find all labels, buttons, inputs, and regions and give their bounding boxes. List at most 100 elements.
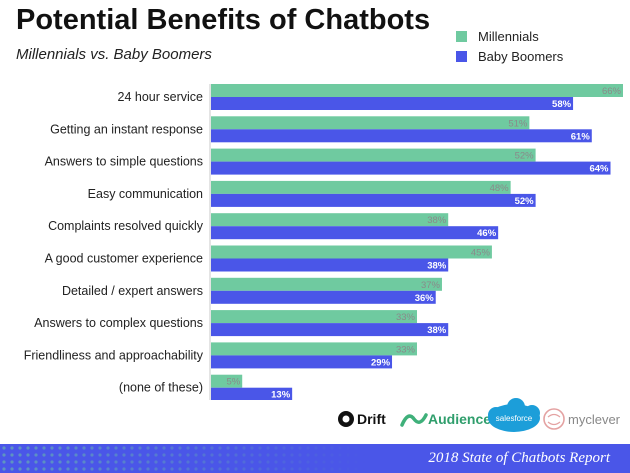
value-label-millennials: 48%: [490, 183, 510, 194]
footer-dot: [330, 467, 334, 471]
footer-dot: [154, 453, 158, 457]
footer-dot: [250, 453, 254, 457]
footer-dot: [162, 453, 166, 457]
footer-dot: [26, 446, 30, 450]
value-label-baby-boomers: 46%: [477, 228, 497, 239]
footer-dot: [114, 446, 118, 450]
footer-dot: [218, 467, 222, 471]
footer-dot: [258, 446, 262, 450]
footer-dot: [50, 453, 54, 457]
bar-millennials: [211, 213, 449, 227]
footer-dot: [274, 453, 278, 457]
footer-dot: [178, 467, 182, 471]
footer-dot: [154, 467, 158, 471]
footer-dot: [122, 460, 126, 464]
value-label-millennials: 38%: [427, 215, 447, 226]
footer-dot: [90, 460, 94, 464]
footer-dot: [50, 467, 54, 471]
footer-dot: [34, 460, 38, 464]
footer-dot: [130, 460, 134, 464]
footer-dot: [82, 453, 86, 457]
footer-dot: [66, 446, 70, 450]
footer-dot: [58, 453, 62, 457]
value-label-millennials: 66%: [602, 86, 622, 97]
bar-baby-boomers: [211, 226, 499, 240]
footer-dot: [74, 460, 78, 464]
footer-dot: [218, 446, 222, 450]
footer-dot: [362, 460, 365, 463]
footer-dot: [90, 467, 94, 471]
footer-dot: [362, 467, 365, 470]
audience-logo-text: Audience: [428, 411, 491, 427]
footer-dot: [242, 446, 246, 450]
footer-dot: [66, 467, 70, 471]
salesforce-logo: salesforce: [488, 398, 540, 432]
bar-millennials: [211, 148, 536, 162]
footer-dot: [298, 467, 302, 471]
value-label-millennials: 51%: [508, 118, 528, 129]
footer-dot: [306, 453, 310, 457]
legend-item-millennials: Millennials: [456, 26, 563, 46]
category-label: (none of these): [119, 381, 203, 395]
bar-millennials: [211, 277, 442, 291]
footer-dot: [330, 453, 334, 457]
bar-baby-boomers: [211, 355, 393, 369]
footer-dot: [290, 460, 294, 464]
footer-dot: [170, 453, 174, 457]
footer-banner: 2018 State of Chatbots Report: [0, 444, 630, 473]
footer-dot: [130, 453, 134, 457]
footer-dot: [170, 467, 174, 471]
footer-dot: [338, 453, 342, 457]
footer-dot-pattern: [2, 446, 365, 471]
footer-dot: [354, 460, 357, 463]
footer-dot: [106, 446, 110, 450]
footer-dot: [338, 460, 342, 464]
footer-dot: [274, 446, 278, 450]
salesforce-cloud-puff-right: [524, 405, 540, 421]
footer-dot: [138, 460, 142, 464]
footer-dot: [34, 453, 38, 457]
footer-dot: [242, 453, 246, 457]
value-label-baby-boomers: 52%: [515, 196, 535, 207]
footer-dot: [178, 446, 182, 450]
footer-dot: [90, 446, 94, 450]
footer-dot: [290, 467, 294, 471]
category-label: Easy communication: [88, 187, 203, 201]
footer-dot: [18, 446, 22, 450]
footer-dot: [346, 446, 349, 449]
footer-dot: [274, 467, 278, 471]
footer-dot: [74, 446, 78, 450]
footer-dot: [258, 460, 262, 464]
myclever-brain-fold: [547, 413, 561, 426]
footer-dot: [202, 467, 206, 471]
footer-dot: [18, 453, 22, 457]
footer-dot: [26, 467, 30, 471]
footer-dot: [106, 460, 110, 464]
footer-dot: [90, 453, 94, 457]
value-label-baby-boomers: 58%: [552, 99, 572, 110]
footer-dot: [194, 460, 198, 464]
footer-dot: [322, 467, 326, 471]
bar-millennials: [211, 180, 511, 194]
legend-item-baby-boomers: Baby Boomers: [456, 46, 563, 66]
footer-dot: [162, 460, 166, 464]
value-label-millennials: 45%: [471, 248, 491, 259]
footer-dot: [330, 460, 334, 464]
footer-dot: [50, 460, 54, 464]
footer-dot: [210, 467, 214, 471]
footer-dot: [154, 460, 158, 464]
footer-dot: [26, 453, 30, 457]
footer-text: 2018 State of Chatbots Report: [428, 450, 610, 466]
footer-dot: [10, 460, 14, 464]
footer-dot: [2, 467, 6, 471]
footer-dot: [170, 460, 174, 464]
legend-label-millennials: Millennials: [478, 28, 539, 44]
category-label: Getting an instant response: [50, 122, 203, 136]
footer-dot: [330, 446, 334, 450]
footer-dot: [114, 460, 118, 464]
value-label-baby-boomers: 61%: [571, 131, 591, 142]
footer-dot: [210, 453, 214, 457]
myclever-logo: myclever: [543, 408, 621, 430]
footer-dot: [10, 446, 14, 450]
bar-baby-boomers: [211, 193, 536, 207]
